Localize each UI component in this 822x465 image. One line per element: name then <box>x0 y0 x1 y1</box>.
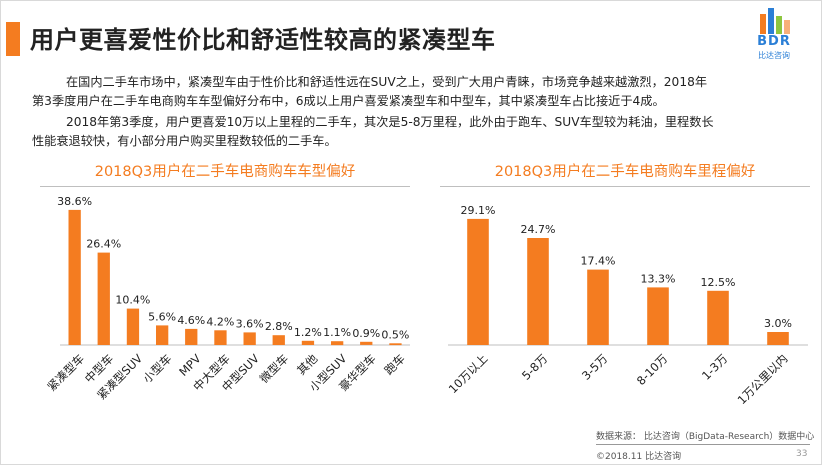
chart-2-bar <box>587 269 609 345</box>
logo-text: BDR <box>757 34 791 49</box>
chart-1-title: 2018Q3用户在二手车电商购车车型偏好 <box>94 164 356 180</box>
chart-2-bar <box>707 290 729 345</box>
chart-1-data-label: 38.6% <box>57 195 92 208</box>
chart-2-title-rule <box>440 186 810 187</box>
chart-2-category-label: 10万以上 <box>446 351 491 396</box>
chart-1-category-label: 跑车 <box>382 351 408 377</box>
chart-1-bar <box>97 252 110 345</box>
logo-subtext: 比达咨询 <box>758 51 790 60</box>
title-accent-bar <box>6 22 20 56</box>
chart-1-bar <box>272 335 285 345</box>
chart-1-category-label: 紧凑型车 <box>45 351 87 393</box>
paragraph-1-line-2: 第3季度用户在二手车电商购车车型偏好分布中，6成以上用户喜爱紧凑型车和中型车，其… <box>32 94 665 108</box>
paragraph-2: 2018年第3季度，用户更喜爱10万以上里程的二手车，其次是5-8万里程，此外由… <box>32 113 786 151</box>
chart-1-data-label: 0.5% <box>381 328 409 341</box>
chart-2-category-label: 1万公里以内 <box>735 351 791 407</box>
logo-bars-icon <box>760 8 790 34</box>
chart-1-category-label: 小型车 <box>140 351 174 385</box>
chart-2-bar <box>647 287 669 345</box>
paragraph-2-line-2: 性能衰退较快，有小部分用户购买里程数较低的二手车。 <box>32 134 337 148</box>
chart-2-data-label: 3.0% <box>764 317 792 330</box>
chart-1-bar <box>360 341 373 345</box>
chart-1-data-label: 2.8% <box>265 320 293 333</box>
chart-2-data-label: 29.1% <box>461 204 496 217</box>
chart-1-bar <box>301 340 315 345</box>
page-title: 用户更喜爱性价比和舒适性较高的紧凑型车 <box>30 26 496 54</box>
car-type-bar-chart: 38.6%紧凑型车26.4%中型车10.4%紧凑型SUV5.6%小型车4.6%M… <box>45 195 410 402</box>
chart-1-data-label: 5.6% <box>148 310 176 323</box>
mileage-bar-chart: 29.1% 10万以上 24.7% 5-8万 17.4% 3-5万 13.3% 8-10万 12… <box>446 204 808 407</box>
bdr-logo: BDR 比达咨询 <box>742 8 806 64</box>
chart-2-category-label: 1-3万 <box>699 351 730 382</box>
chart-2-data-label: 24.7% <box>521 223 556 236</box>
chart-1-data-label: 4.6% <box>177 314 205 327</box>
chart-1-category-label: 微型车 <box>257 351 291 385</box>
chart-1-data-label: 0.9% <box>352 327 380 340</box>
chart-1-bar <box>243 332 256 345</box>
chart-1-bar <box>389 343 402 346</box>
paragraph-1-line-1: 在国内二手车市场中，紧凑型车由于性价比和舒适性远在SUV之上，受到广大用户青睐，… <box>66 75 708 89</box>
paragraph-1: 在国内二手车市场中，紧凑型车由于性价比和舒适性远在SUV之上，受到广大用户青睐，… <box>32 73 786 111</box>
chart-1-bar <box>126 308 140 345</box>
chart-2-bar <box>767 332 789 345</box>
chart-1-data-label: 1.1% <box>323 326 351 339</box>
chart-1-data-label: 4.2% <box>206 315 234 328</box>
chart-1-bar <box>214 330 227 345</box>
chart-2-category-label: 3-5万 <box>579 351 610 382</box>
chart-1-bar <box>68 209 81 345</box>
chart-1-data-label: 3.6% <box>236 317 264 330</box>
chart-2-bar <box>527 238 549 345</box>
paragraph-2-line-1: 2018年第3季度，用户更喜爱10万以上里程的二手车，其次是5-8万里程，此外由… <box>66 115 714 129</box>
chart-2-data-label: 12.5% <box>701 276 736 289</box>
chart-1-title-rule <box>40 186 410 187</box>
chart-2-category-label: 5-8万 <box>519 351 550 382</box>
chart-1-data-label: 10.4% <box>115 294 150 307</box>
chart-2-data-label: 13.3% <box>641 272 676 285</box>
chart-1-data-label: 1.2% <box>294 326 322 339</box>
footer-divider <box>596 444 810 445</box>
chart-1-bar <box>185 328 198 345</box>
copyright-text: ©2018.11 比达咨询 <box>596 452 682 462</box>
chart-2-category-label: 8-10万 <box>634 351 670 387</box>
chart-2-bar <box>467 218 489 345</box>
page-number: 33 <box>796 449 808 459</box>
chart-1-bar <box>331 341 344 346</box>
chart-1-bar <box>156 325 169 345</box>
chart-2-data-label: 17.4% <box>581 255 616 268</box>
chart-2-title: 2018Q3用户在二手车电商购车里程偏好 <box>494 164 756 180</box>
chart-1-data-label: 26.4% <box>86 238 121 251</box>
data-source-note: 数据来源： 比达咨询（BigData-Research）数据中心 <box>596 432 815 442</box>
